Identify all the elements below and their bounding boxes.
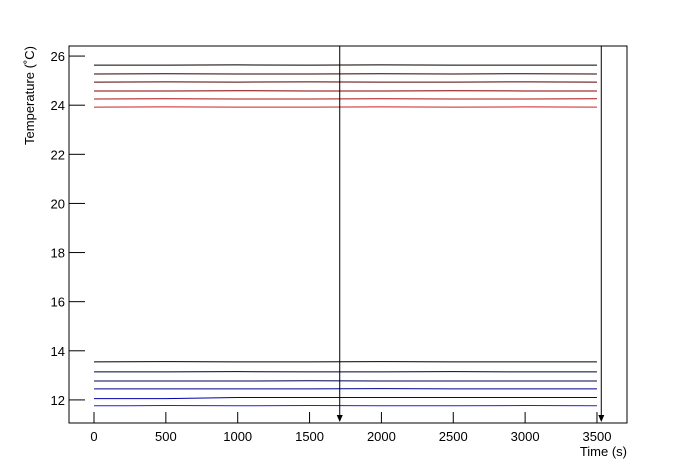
y-tick-label: 12 xyxy=(51,393,65,408)
x-axis-label: Time (s) xyxy=(580,444,627,459)
x-tick-label: 2000 xyxy=(367,429,396,444)
y-tick-label: 14 xyxy=(51,344,65,359)
y-tick-label: 22 xyxy=(51,147,65,162)
x-tick-label: 2500 xyxy=(439,429,468,444)
marker-arrow xyxy=(336,415,343,422)
x-tick-label: 1000 xyxy=(223,429,252,444)
y-tick-label: 26 xyxy=(51,49,65,64)
x-tick-label: 3000 xyxy=(511,429,540,444)
x-tick-label: 1500 xyxy=(295,429,324,444)
y-axis-label: Temperature (˚C) xyxy=(22,46,37,145)
x-tick-label: 500 xyxy=(155,429,177,444)
x-tick-label: 3500 xyxy=(583,429,612,444)
y-tick-label: 18 xyxy=(51,246,65,261)
y-tick-label: 16 xyxy=(51,295,65,310)
y-tick-label: 24 xyxy=(51,98,65,113)
series-line xyxy=(94,396,597,400)
x-tick-label: 0 xyxy=(90,429,97,444)
marker-arrow xyxy=(598,415,605,422)
y-tick-label: 20 xyxy=(51,196,65,211)
plot-frame xyxy=(68,45,628,424)
